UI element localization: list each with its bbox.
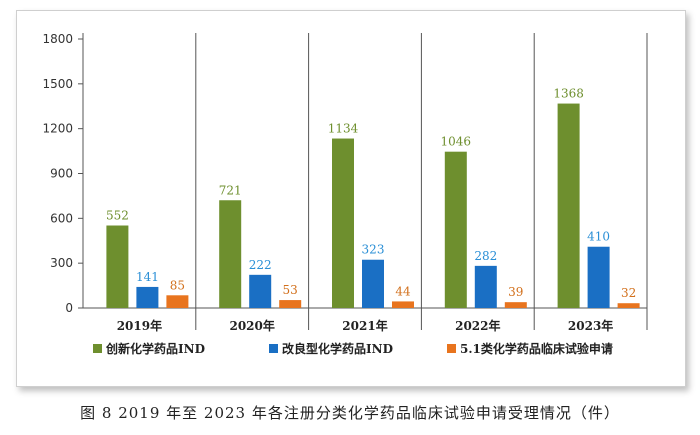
x-tick-label: 2022年 (455, 318, 500, 333)
bar (504, 302, 527, 308)
y-tick-label: 1800 (42, 32, 73, 46)
data-label: 141 (136, 270, 159, 284)
data-label: 53 (283, 283, 298, 297)
bar (557, 103, 580, 308)
legend-label: 5.1类化学药品临床试验申请 (460, 341, 613, 356)
y-tick-label: 300 (50, 256, 73, 270)
legend-swatch (447, 344, 456, 353)
bar (392, 301, 414, 308)
y-tick-label: 0 (65, 301, 73, 315)
bar (279, 300, 302, 308)
y-tick-label: 900 (50, 167, 73, 181)
bar (362, 259, 384, 308)
bar (166, 295, 189, 308)
chart-frame: 0 300 600 900 1200 1500 1800 2019年 2020年 2021年 202… (16, 10, 686, 387)
bar (136, 286, 159, 308)
bars-layer (106, 103, 640, 308)
y-tick-label: 1500 (42, 77, 73, 91)
data-label: 1134 (328, 122, 359, 136)
y-tick-label: 1200 (42, 122, 73, 136)
data-label: 1368 (553, 87, 584, 101)
x-tick-label: 2021年 (342, 318, 387, 333)
axes-layer: 0 300 600 900 1200 1500 1800 2019年 2020年 2021年 202… (42, 32, 648, 333)
data-label: 1046 (441, 135, 472, 149)
data-label: 222 (249, 258, 272, 272)
data-label: 323 (362, 243, 385, 257)
data-labels-layer: 552 721 1134 1046 1368 141 222 323 282 410 85 53 44 3… (106, 87, 636, 301)
x-tick-label: 2019年 (117, 318, 162, 333)
bar (444, 151, 467, 308)
data-label: 32 (621, 286, 636, 300)
legend-label: 创新化学药品IND (105, 341, 205, 356)
bar (617, 303, 640, 308)
legend: 创新化学药品IND 改良型化学药品IND 5.1类化学药品临床试验申请 (93, 341, 613, 356)
legend-swatch (269, 344, 278, 353)
x-tick-label: 2023年 (568, 318, 613, 333)
legend-label: 改良型化学药品IND (282, 341, 393, 356)
bar (249, 274, 272, 308)
data-label: 85 (170, 278, 185, 292)
data-label: 282 (474, 249, 497, 263)
figure-caption: 图 8 2019 年至 2023 年各注册分类化学药品临床试验申请受理情况（件） (80, 404, 620, 422)
bar (474, 265, 497, 308)
bar (219, 200, 242, 308)
data-label: 721 (219, 183, 242, 197)
legend-swatch (93, 344, 102, 353)
bar (332, 138, 354, 308)
data-label: 39 (508, 285, 523, 299)
data-label: 410 (587, 230, 610, 244)
y-tick-label: 600 (50, 211, 73, 225)
data-label: 552 (106, 209, 129, 223)
bar-chart: 0 300 600 900 1200 1500 1800 2019年 2020年 2021年 202… (42, 32, 648, 356)
x-tick-label: 2020年 (229, 318, 274, 333)
bar (106, 225, 129, 308)
bar (587, 246, 610, 308)
data-label: 44 (395, 284, 411, 298)
